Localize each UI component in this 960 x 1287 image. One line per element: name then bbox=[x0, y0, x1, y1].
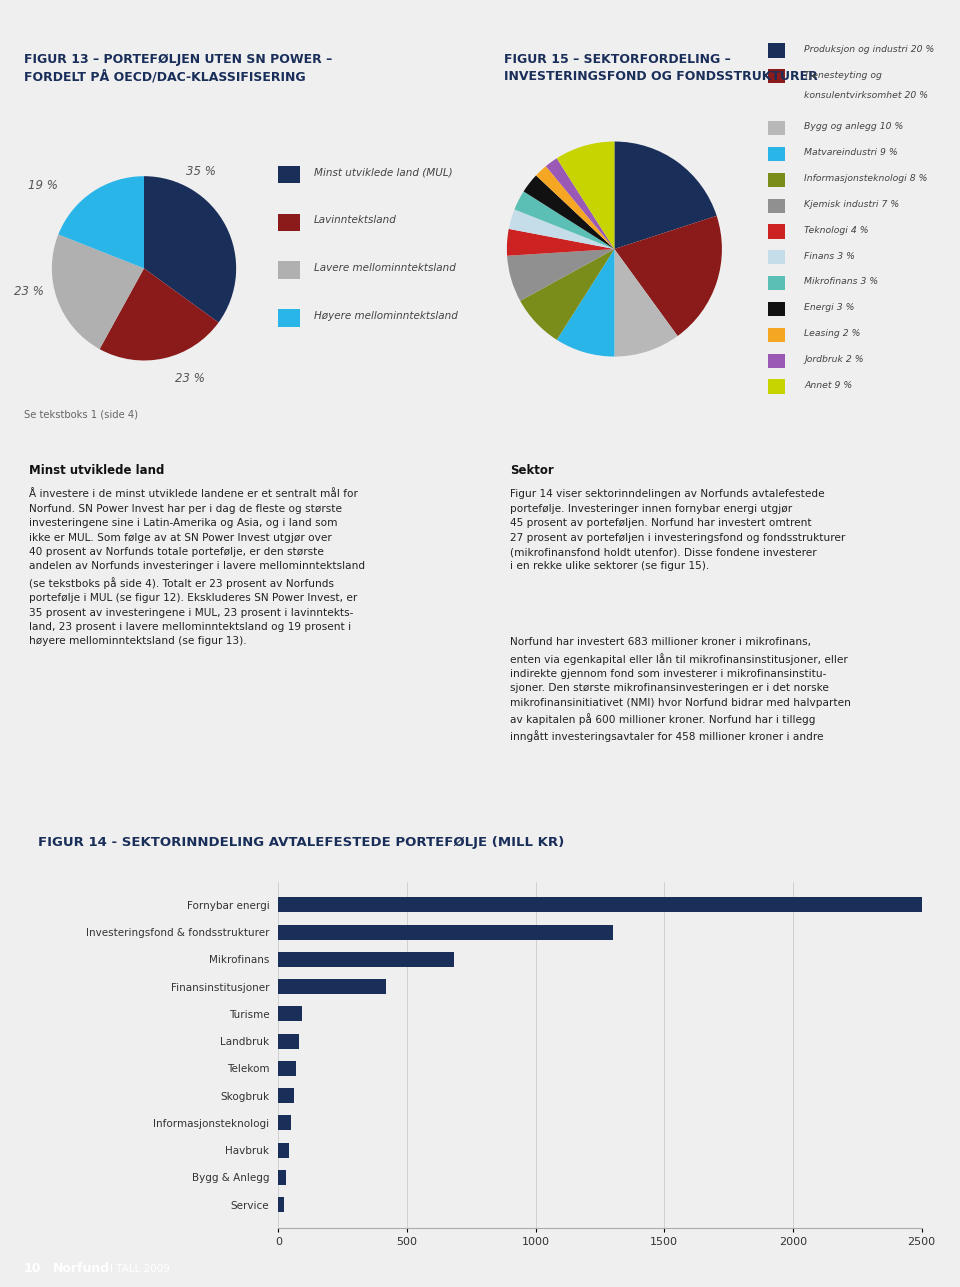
Text: Energi 3 %: Energi 3 % bbox=[804, 304, 854, 313]
Bar bbox=[278, 1116, 291, 1130]
Text: Leasing 2 %: Leasing 2 % bbox=[804, 329, 861, 338]
Bar bbox=[278, 924, 612, 940]
Wedge shape bbox=[509, 210, 614, 250]
Bar bbox=[768, 250, 785, 264]
Bar bbox=[278, 1170, 286, 1185]
Wedge shape bbox=[557, 142, 614, 250]
Text: Tjenesteyting og: Tjenesteyting og bbox=[804, 71, 882, 80]
Bar bbox=[278, 897, 922, 912]
Bar bbox=[768, 275, 785, 291]
Bar bbox=[768, 69, 785, 84]
Text: Sektor: Sektor bbox=[510, 463, 554, 476]
Bar bbox=[768, 147, 785, 161]
Wedge shape bbox=[536, 166, 614, 250]
Text: Lavere mellominntektsland: Lavere mellominntektsland bbox=[314, 263, 456, 273]
Text: Matvareindustri 9 %: Matvareindustri 9 % bbox=[804, 148, 898, 157]
Text: 35 %: 35 % bbox=[186, 165, 216, 178]
Text: Mikrofinans 3 %: Mikrofinans 3 % bbox=[804, 278, 878, 287]
Wedge shape bbox=[515, 192, 614, 250]
Text: Annet 9 %: Annet 9 % bbox=[804, 381, 852, 390]
Wedge shape bbox=[52, 234, 144, 349]
Text: FIGUR 13 – PORTEFØLJEN UTEN SN POWER –
FORDELT PÅ OECD/DAC-KLASSIFISERING: FIGUR 13 – PORTEFØLJEN UTEN SN POWER – F… bbox=[24, 53, 332, 84]
Text: Produksjon og industri 20 %: Produksjon og industri 20 % bbox=[804, 45, 935, 54]
Bar bbox=[768, 328, 785, 342]
Wedge shape bbox=[614, 250, 678, 356]
Text: Figur 14 viser sektorinndelingen av Norfunds avtalefestede
portefølje. Investeri: Figur 14 viser sektorinndelingen av Norf… bbox=[510, 489, 845, 571]
Bar bbox=[768, 44, 785, 58]
Bar bbox=[278, 214, 300, 232]
Text: konsulentvirksomhet 20 %: konsulentvirksomhet 20 % bbox=[804, 91, 928, 100]
Bar bbox=[768, 121, 785, 135]
Bar bbox=[278, 1197, 283, 1212]
Wedge shape bbox=[520, 250, 614, 340]
Text: Lavinntektsland: Lavinntektsland bbox=[314, 215, 396, 225]
Bar bbox=[278, 979, 387, 994]
Text: FIGUR 14 - SEKTORINNDELING AVTALEFESTEDE PORTEFØLJE (MILL KR): FIGUR 14 - SEKTORINNDELING AVTALEFESTEDE… bbox=[38, 837, 564, 849]
Bar bbox=[278, 261, 300, 279]
Wedge shape bbox=[557, 250, 614, 356]
Wedge shape bbox=[614, 216, 722, 336]
Bar bbox=[768, 172, 785, 187]
Text: Å investere i de minst utviklede landene er et sentralt mål for
Norfund. SN Powe: Å investere i de minst utviklede landene… bbox=[29, 489, 365, 646]
Text: 23 %: 23 % bbox=[175, 372, 205, 385]
Bar bbox=[278, 1060, 297, 1076]
Bar bbox=[768, 302, 785, 317]
Text: Finans 3 %: Finans 3 % bbox=[804, 251, 855, 260]
Wedge shape bbox=[100, 269, 219, 360]
Bar bbox=[278, 1006, 301, 1022]
Wedge shape bbox=[144, 176, 236, 323]
Bar bbox=[768, 198, 785, 212]
Text: Teknologi 4 %: Teknologi 4 % bbox=[804, 225, 869, 234]
Bar bbox=[278, 1088, 294, 1103]
Text: Informasjonsteknologi 8 %: Informasjonsteknologi 8 % bbox=[804, 174, 927, 183]
Text: 23 %: 23 % bbox=[13, 284, 44, 297]
Wedge shape bbox=[59, 176, 144, 269]
Wedge shape bbox=[523, 175, 614, 250]
Text: Minst utviklede land (MUL): Minst utviklede land (MUL) bbox=[314, 167, 452, 178]
Text: Norfund har investert 683 millioner kroner i mikrofinans,
enten via egenkapital : Norfund har investert 683 millioner kron… bbox=[510, 637, 851, 743]
Bar bbox=[278, 166, 300, 184]
Text: Se tekstboks 1 (side 4): Se tekstboks 1 (side 4) bbox=[24, 409, 138, 420]
Wedge shape bbox=[614, 142, 717, 250]
Text: 10: 10 bbox=[24, 1263, 41, 1275]
Text: Kjemisk industri 7 %: Kjemisk industri 7 % bbox=[804, 199, 900, 208]
Wedge shape bbox=[546, 158, 614, 250]
Wedge shape bbox=[507, 250, 614, 301]
Text: Høyere mellominntektsland: Høyere mellominntektsland bbox=[314, 310, 458, 320]
Text: Jordbruk 2 %: Jordbruk 2 % bbox=[804, 355, 864, 364]
Bar bbox=[278, 1033, 299, 1049]
Text: Bygg og anlegg 10 %: Bygg og anlegg 10 % bbox=[804, 122, 903, 131]
Text: Minst utviklede land: Minst utviklede land bbox=[29, 463, 164, 476]
Text: 19 %: 19 % bbox=[28, 179, 58, 192]
Wedge shape bbox=[507, 229, 614, 256]
Bar bbox=[768, 224, 785, 238]
Text: FIGUR 15 – SEKTORFORDELING –
INVESTERINGSFOND OG FONDSSTRUKTURER: FIGUR 15 – SEKTORFORDELING – INVESTERING… bbox=[504, 53, 818, 82]
Bar bbox=[768, 380, 785, 394]
Bar bbox=[278, 952, 454, 967]
Bar bbox=[768, 354, 785, 368]
Text: Norfund: Norfund bbox=[53, 1263, 110, 1275]
Bar bbox=[278, 309, 300, 327]
Bar bbox=[278, 1143, 289, 1157]
Text: I TALL 2009: I TALL 2009 bbox=[110, 1264, 170, 1274]
